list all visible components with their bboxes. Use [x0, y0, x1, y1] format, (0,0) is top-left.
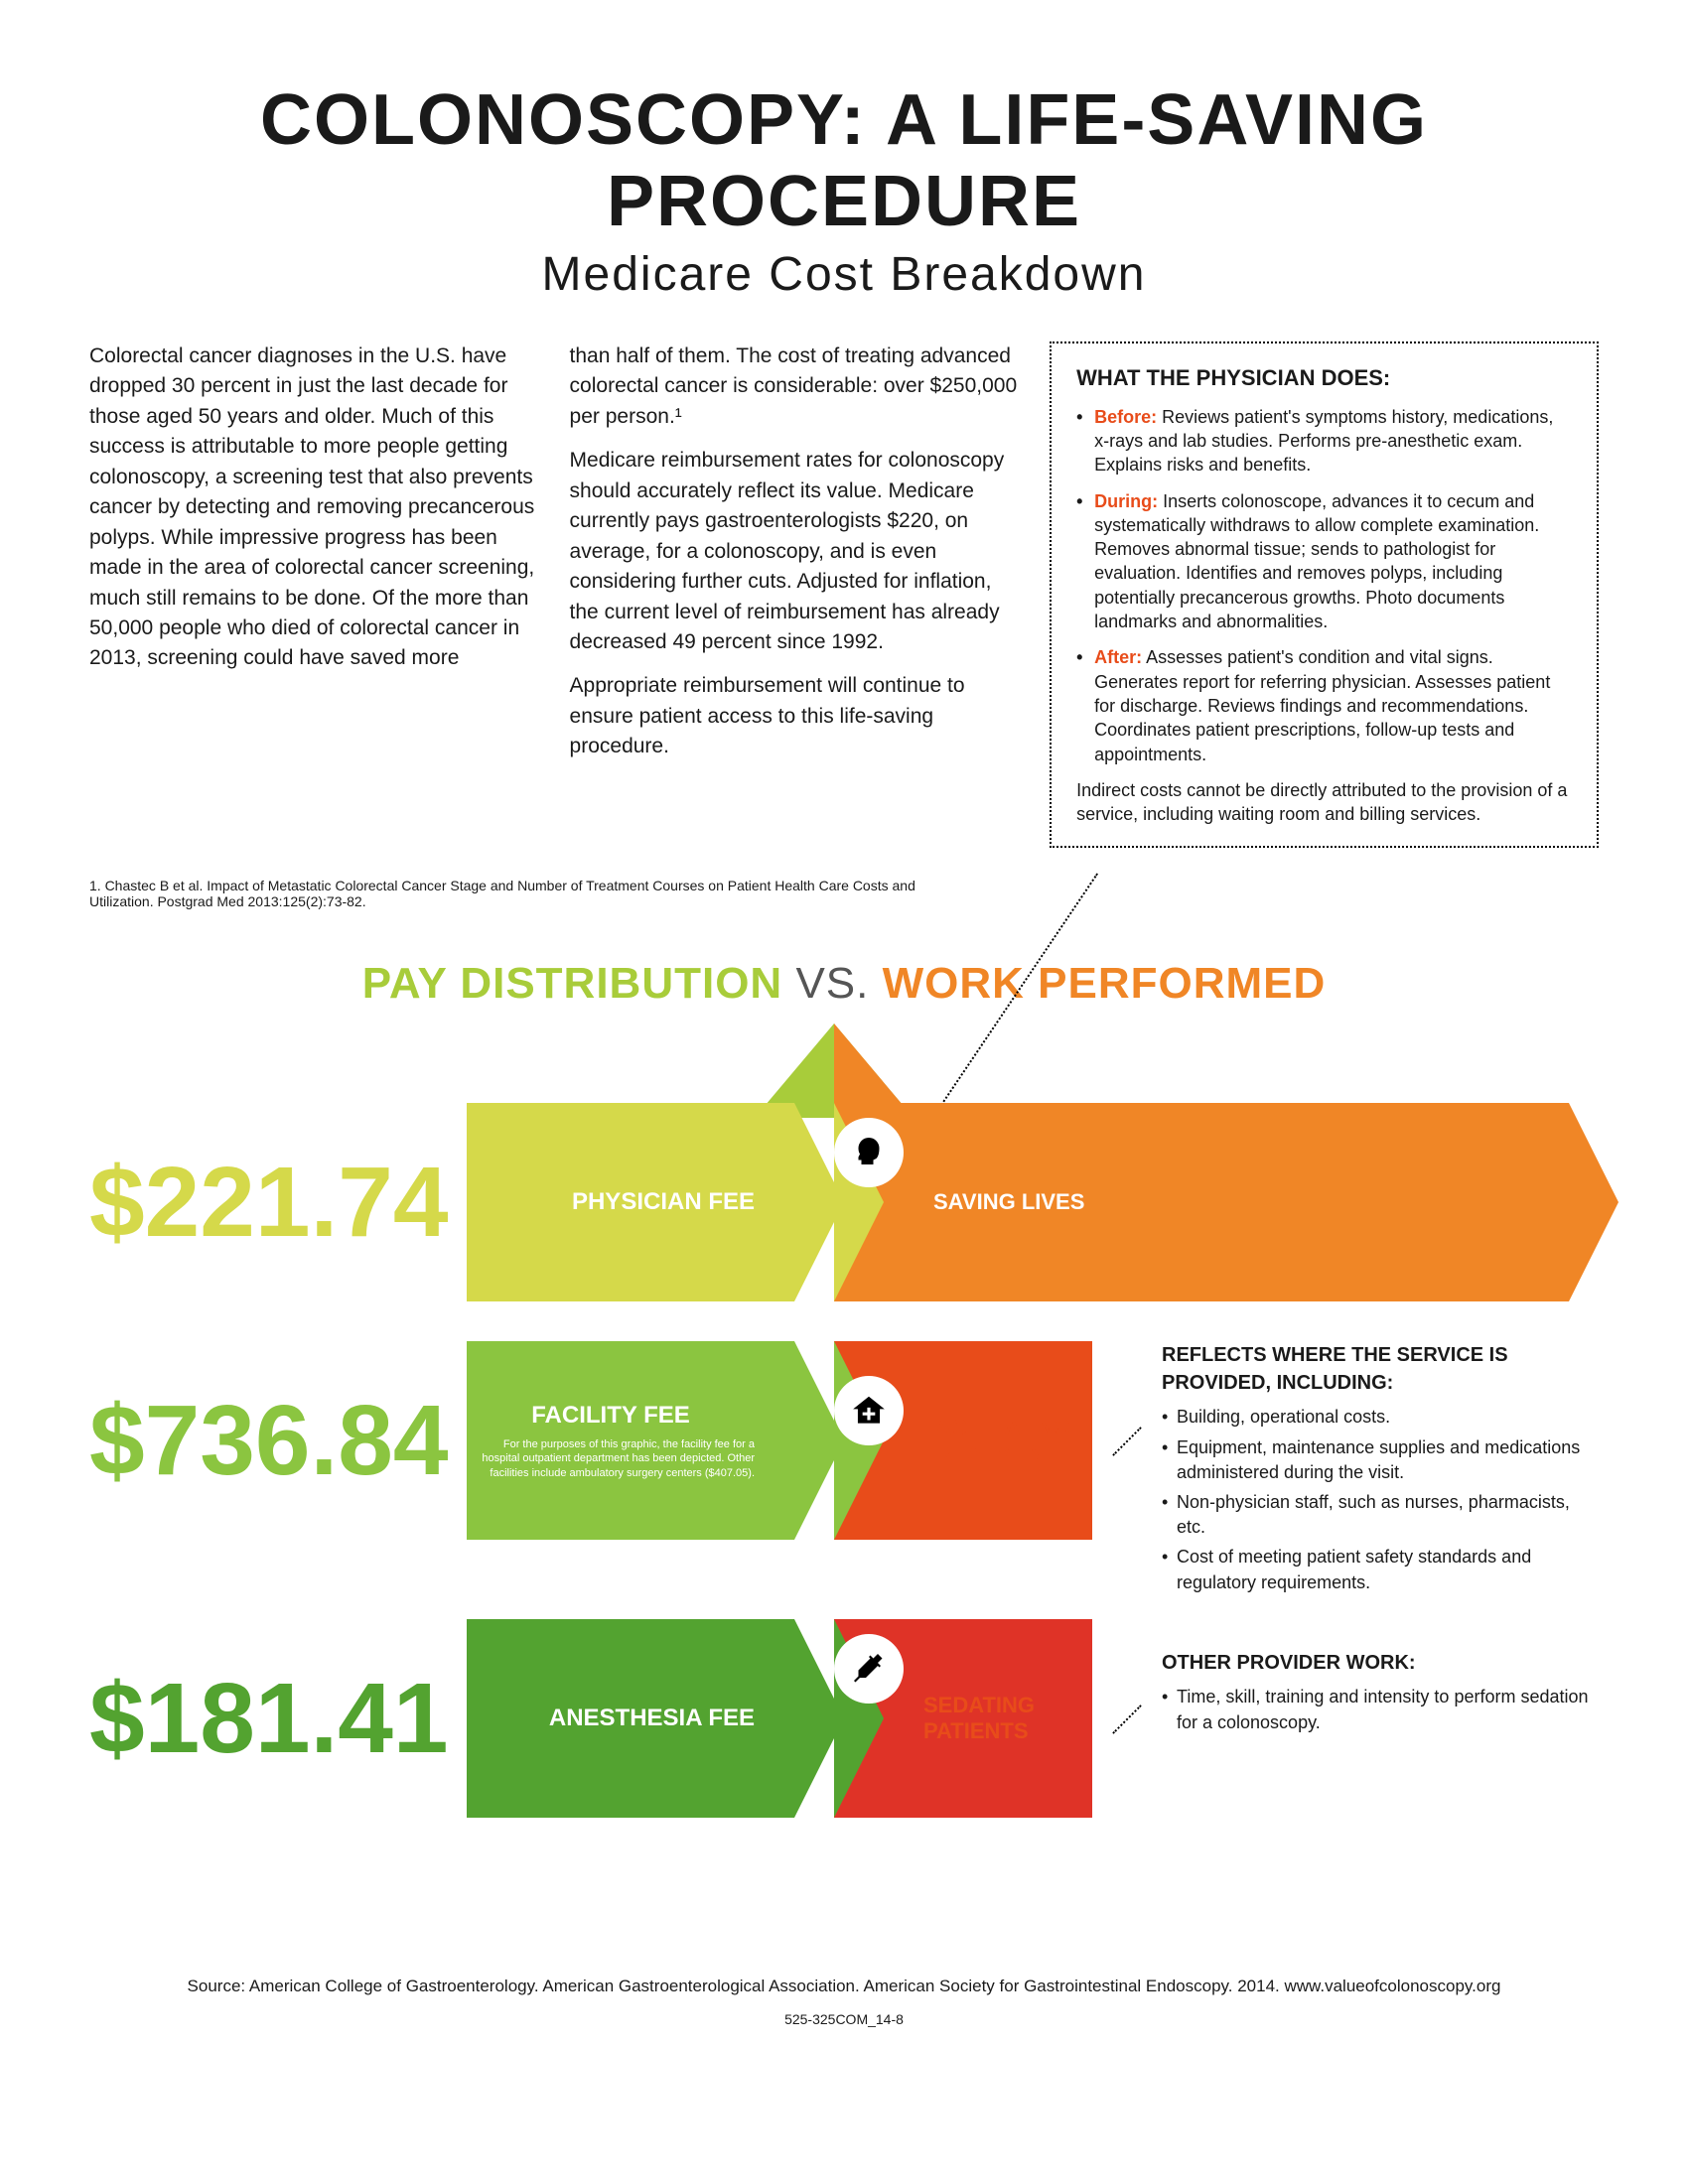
stage-before: Before:: [1094, 407, 1157, 427]
box-title: WHAT THE PHYSICIAN DOES:: [1076, 363, 1572, 393]
intro-col1: Colorectal cancer diagnoses in the U.S. …: [89, 341, 540, 848]
arrow-left-3: ANESTHESIA FEE: [467, 1619, 794, 1818]
arrow-left-1: PHYSICIAN FEE: [467, 1103, 794, 1301]
dotted-line-2: [1112, 1428, 1142, 1457]
house-icon: [834, 1376, 904, 1445]
page-subtitle: Medicare Cost Breakdown: [89, 247, 1599, 302]
stage-during: During:: [1094, 491, 1158, 511]
header: COLONOSCOPY: A LIFE-SAVING PROCEDURE Med…: [89, 79, 1599, 302]
page-title: COLONOSCOPY: A LIFE-SAVING PROCEDURE: [89, 79, 1599, 242]
info-facility: REFLECTS WHERE THE SERVICE IS PROVIDED, …: [1162, 1341, 1589, 1599]
stage-after: After:: [1094, 647, 1142, 667]
physician-box: WHAT THE PHYSICIAN DOES: Before: Reviews…: [1050, 341, 1599, 848]
source: Source: American College of Gastroentero…: [89, 1977, 1599, 1996]
doc-id: 525-325COM_14-8: [89, 2011, 1599, 2027]
head-icon: [834, 1118, 904, 1187]
row-facility: $736.84 FACILITY FEE For the purposes of…: [89, 1341, 1092, 1540]
syringe-icon: [834, 1634, 904, 1704]
citation: 1. Chastec B et al. Impact of Metastatic…: [89, 878, 983, 909]
amount-1: $221.74: [89, 1146, 467, 1260]
arrow-right-1: SAVING LIVES: [834, 1103, 1569, 1301]
info3-list: Time, skill, training and intensity to p…: [1162, 1685, 1589, 1734]
arrow-left-2: FACILITY FEE For the purposes of this gr…: [467, 1341, 794, 1540]
amount-3: $181.41: [89, 1662, 467, 1776]
box-final: Indirect costs cannot be directly attrib…: [1076, 778, 1572, 827]
dotted-line-3: [1112, 1706, 1142, 1735]
intro-col2: than half of them. The cost of treating …: [570, 341, 1021, 848]
amount-2: $736.84: [89, 1384, 467, 1498]
info2-list: Building, operational costs. Equipment, …: [1162, 1405, 1589, 1594]
chart: $221.74 PHYSICIAN FEE SAVING LIVES $736.…: [89, 1033, 1599, 1947]
row-physician: $221.74 PHYSICIAN FEE SAVING LIVES: [89, 1103, 1569, 1301]
intro-section: Colorectal cancer diagnoses in the U.S. …: [89, 341, 1599, 848]
row-anesthesia: $181.41 ANESTHESIA FEE SEDATING PATIENTS: [89, 1619, 1092, 1818]
section-title: PAY DISTRIBUTION VS. WORK PERFORMED: [89, 959, 1599, 1009]
info-anesthesia: OTHER PROVIDER WORK: Time, skill, traini…: [1162, 1649, 1589, 1739]
